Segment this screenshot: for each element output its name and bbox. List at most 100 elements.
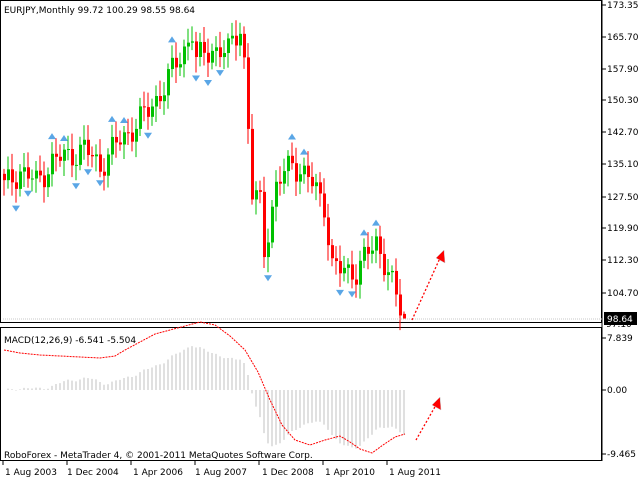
candle: [63, 144, 66, 177]
fractal-down-marker: [96, 180, 104, 187]
candle: [83, 125, 86, 160]
candle: [395, 258, 398, 307]
candle: [367, 232, 370, 270]
candle: [315, 173, 318, 201]
fractal-down-marker: [336, 289, 344, 296]
candle: [107, 148, 110, 188]
price-tick-label: 112.30: [607, 256, 639, 266]
candle: [87, 125, 90, 167]
fractal-down-marker: [192, 75, 200, 82]
price-tick-label: 135.10: [607, 160, 639, 170]
candle: [235, 20, 238, 61]
candle: [239, 22, 242, 57]
forecast-arrow-price: [411, 249, 446, 321]
candle: [171, 45, 174, 78]
macd-axis: 7.839 0.00 -9.465: [602, 334, 636, 460]
time-tick-label: 1 Aug 2003: [5, 468, 57, 478]
candle: [111, 124, 114, 165]
candle: [91, 146, 94, 168]
fractal-up-marker: [60, 135, 68, 142]
candle: [279, 166, 282, 196]
candle: [103, 158, 106, 191]
candle: [143, 91, 146, 122]
candle: [203, 27, 206, 66]
candle: [391, 265, 394, 283]
candle: [147, 92, 150, 130]
candle: [347, 258, 350, 284]
candle: [167, 63, 170, 109]
fractal-up-marker: [168, 36, 176, 43]
candle: [283, 158, 286, 194]
candle: [359, 250, 362, 299]
macd-panel-frame: [0, 327, 602, 461]
candle: [363, 238, 366, 269]
macd-histogram: [7, 346, 405, 449]
candle: [247, 43, 250, 144]
candle: [151, 98, 154, 126]
candle: [191, 26, 194, 51]
fractal-down-marker: [12, 205, 20, 212]
candle: [99, 139, 102, 178]
price-tick-label: 157.90: [607, 65, 639, 75]
fractal-markers: [12, 36, 380, 298]
candle: [115, 121, 118, 158]
price-tick-label: 127.50: [607, 193, 639, 203]
time-axis: 1 Aug 2003 1 Dec 2004 1 Apr 2006 1 Aug 2…: [2, 461, 441, 478]
candle: [123, 126, 126, 159]
candle: [183, 39, 186, 78]
candlestick-series: [3, 20, 406, 331]
candle: [243, 26, 246, 69]
candle: [119, 130, 122, 151]
fractal-down-marker: [216, 70, 224, 77]
candle: [47, 167, 50, 198]
candle: [379, 225, 382, 269]
time-tick-label: 1 Apr 2006: [133, 468, 183, 478]
price-tick-label: 142.70: [607, 128, 639, 138]
forecast-arrow-macd: [415, 396, 442, 441]
candle: [299, 163, 302, 195]
candle: [131, 117, 134, 152]
candle: [95, 144, 98, 172]
fractal-down-marker: [72, 183, 80, 190]
price-tick-label: 173.35: [607, 1, 639, 11]
fractal-down-marker: [348, 291, 356, 298]
candle: [327, 203, 330, 261]
candle: [287, 150, 290, 187]
fractal-down-marker: [24, 190, 32, 197]
macd-tick-label: 0.00: [607, 386, 627, 396]
current-price-tag: [604, 312, 637, 325]
macd-signal-line: [3, 321, 406, 454]
time-tick-label: 1 Dec 2004: [67, 468, 119, 478]
time-tick-label: 1 Dec 2008: [262, 468, 314, 478]
candle: [231, 22, 234, 45]
candle: [3, 168, 6, 196]
macd-panel-header: MACD(12,26,9) -6.541 -5.504: [4, 336, 136, 346]
candle: [187, 28, 190, 61]
fractal-down-marker: [264, 275, 272, 282]
price-tick-label: 119.90: [607, 224, 639, 234]
candle: [195, 31, 198, 73]
candle: [7, 156, 10, 189]
candle: [23, 153, 26, 188]
candle: [175, 42, 178, 83]
candle: [259, 180, 262, 204]
candle: [207, 38, 210, 77]
fractal-down-marker: [204, 79, 212, 86]
candle: [303, 157, 306, 184]
candle: [179, 52, 182, 77]
candle: [139, 97, 142, 136]
candle: [71, 133, 74, 178]
candle: [335, 246, 338, 275]
fractal-up-marker: [372, 219, 380, 226]
candle: [323, 178, 326, 227]
candle: [211, 43, 214, 70]
fractal-down-marker: [84, 169, 92, 176]
fractal-down-marker: [144, 132, 152, 139]
candle: [43, 161, 46, 203]
candle: [31, 169, 34, 192]
price-panel-frame: [0, 0, 602, 323]
fractal-up-marker: [48, 133, 56, 140]
candle: [51, 142, 54, 187]
